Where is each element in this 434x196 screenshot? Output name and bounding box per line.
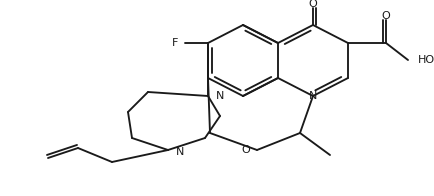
Text: O: O xyxy=(241,145,250,155)
Text: HO: HO xyxy=(417,55,434,65)
Text: N: N xyxy=(176,147,184,157)
Text: O: O xyxy=(308,0,317,9)
Text: F: F xyxy=(171,38,178,48)
Text: N: N xyxy=(216,91,224,101)
Text: O: O xyxy=(381,11,389,21)
Text: N: N xyxy=(308,91,316,101)
